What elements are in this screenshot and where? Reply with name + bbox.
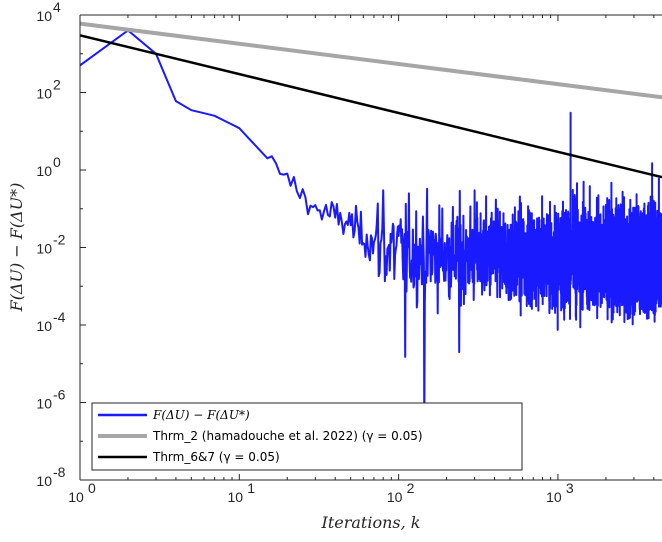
y-tick-exponent: -4 (53, 309, 66, 325)
y-axis-label: F(ΔU) − F(ΔU*) (7, 183, 26, 313)
y-tick-label: 10 (36, 8, 52, 24)
x-tick-label: 10 (387, 489, 403, 505)
y-tick-exponent: 4 (53, 0, 61, 15)
y-tick-exponent: -6 (53, 387, 66, 403)
x-tick-label: 10 (228, 489, 244, 505)
x-axis-label: Iterations, k (321, 513, 421, 532)
y-tick-exponent: 0 (53, 154, 61, 170)
y-tick-label: 10 (36, 473, 52, 489)
series-line-3 (80, 34, 662, 179)
x-tick-exponent: 3 (566, 480, 574, 496)
x-tick-exponent: 0 (88, 480, 96, 496)
x-tick-exponent: 1 (247, 480, 255, 496)
x-tick-label: 10 (546, 489, 562, 505)
y-tick-label: 10 (36, 241, 52, 257)
y-tick-label: 10 (36, 318, 52, 334)
legend-label-3: Thrm_6&7 (γ = 0.05) (152, 450, 280, 464)
x-tick-label: 10 (68, 489, 84, 505)
x-tick-exponent: 2 (407, 480, 415, 496)
legend-box (91, 402, 523, 471)
y-tick-label: 10 (36, 396, 52, 412)
y-tick-exponent: 2 (53, 77, 61, 93)
legend-label-1: F(ΔU) − F(ΔU*) (152, 408, 250, 422)
series-line-1 (80, 29, 662, 443)
legend: F(ΔU) − F(ΔU*) Thrm_2 (hamadouche et al. … (91, 402, 523, 471)
series-layer (80, 21, 662, 443)
y-tick-label: 10 (36, 86, 52, 102)
legend-label-2: Thrm_2 (hamadouche et al. 2022) (γ = 0.0… (152, 429, 423, 443)
y-tick-label: 10 (36, 163, 52, 179)
y-tick-exponent: -2 (53, 232, 66, 248)
series-line-2 (80, 21, 662, 100)
y-tick-exponent: -8 (53, 464, 66, 480)
